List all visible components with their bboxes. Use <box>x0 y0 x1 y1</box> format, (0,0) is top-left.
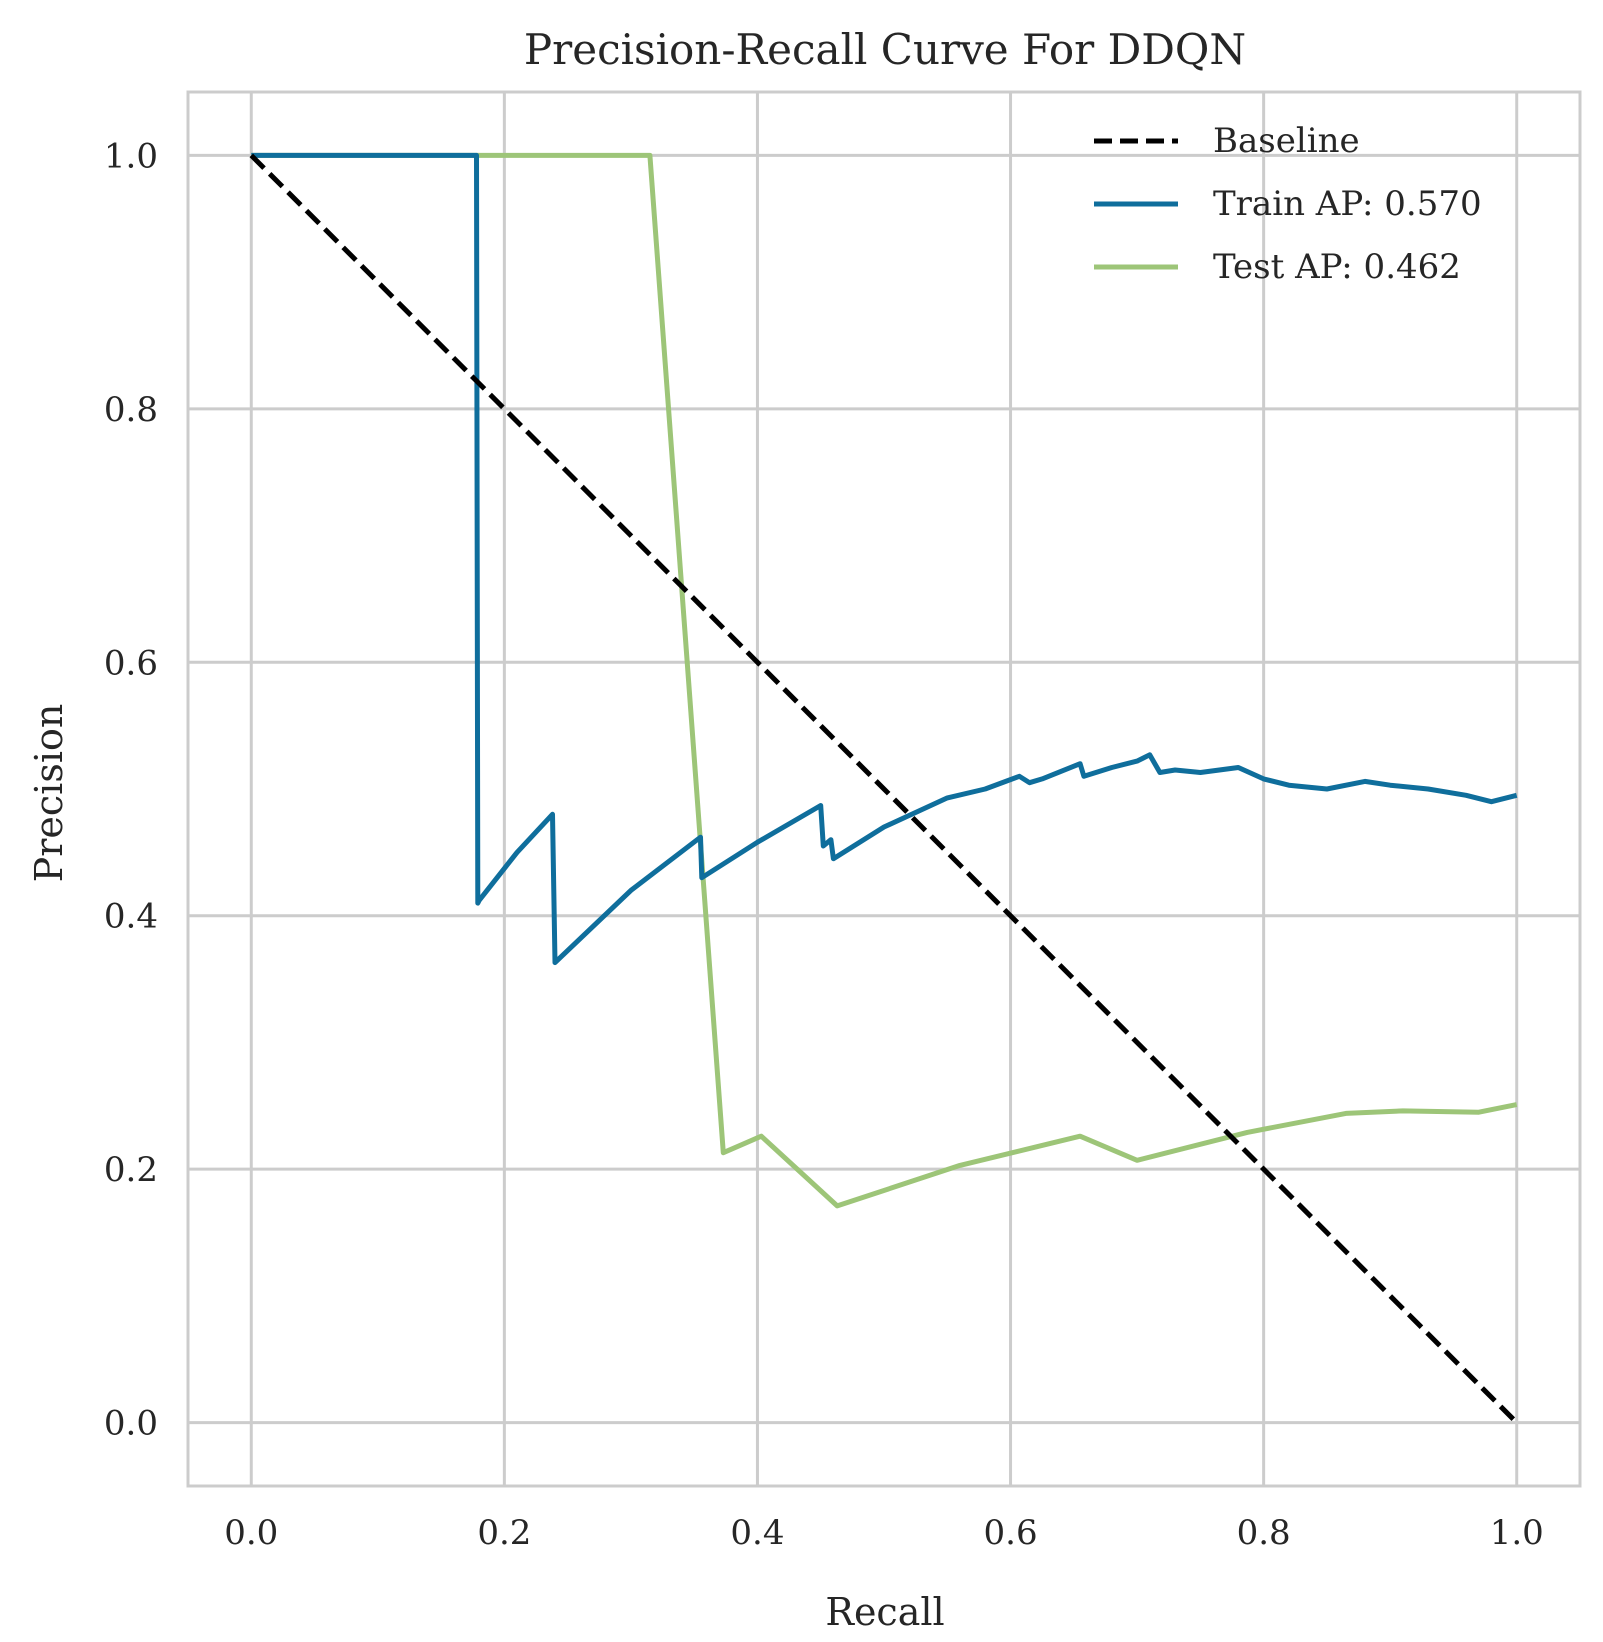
y-tick-label: 0.4 <box>104 897 158 937</box>
y-tick-label: 1.0 <box>104 136 158 176</box>
x-tick-label: 0.2 <box>477 1513 531 1553</box>
grid <box>188 92 1580 1486</box>
series-line-0 <box>249 153 1519 1425</box>
series-line-1 <box>251 152 1518 966</box>
chart-title: Precision-Recall Curve For DDQN <box>524 25 1246 74</box>
y-tick-label: 0.6 <box>104 643 158 683</box>
legend: Baseline Train AP: 0.570 Test AP: 0.462 <box>1094 121 1482 287</box>
y-tick-labels: 0.0 0.2 0.4 0.6 0.8 1.0 <box>104 136 158 1443</box>
legend-label: Train AP: 0.570 <box>1213 184 1482 224</box>
x-tick-label: 0.0 <box>224 1513 278 1553</box>
y-tick-label: 0.2 <box>104 1150 158 1190</box>
legend-label: Test AP: 0.462 <box>1213 247 1461 287</box>
y-axis-label: Precision <box>27 704 71 883</box>
x-axis-label: Recall <box>825 1590 944 1634</box>
plot-frame <box>186 90 1582 1488</box>
x-tick-label: 1.0 <box>1490 1513 1544 1553</box>
x-tick-labels: 0.0 0.2 0.4 0.6 0.8 1.0 <box>224 1513 1544 1553</box>
legend-label: Baseline <box>1213 121 1360 161</box>
series-line-2 <box>251 152 1518 1209</box>
y-tick-label: 0.8 <box>104 390 158 430</box>
x-tick-label: 0.8 <box>1237 1513 1291 1553</box>
y-tick-label: 0.0 <box>104 1404 158 1444</box>
series-lines <box>249 152 1519 1425</box>
x-tick-label: 0.6 <box>984 1513 1038 1553</box>
x-tick-label: 0.4 <box>730 1513 784 1553</box>
